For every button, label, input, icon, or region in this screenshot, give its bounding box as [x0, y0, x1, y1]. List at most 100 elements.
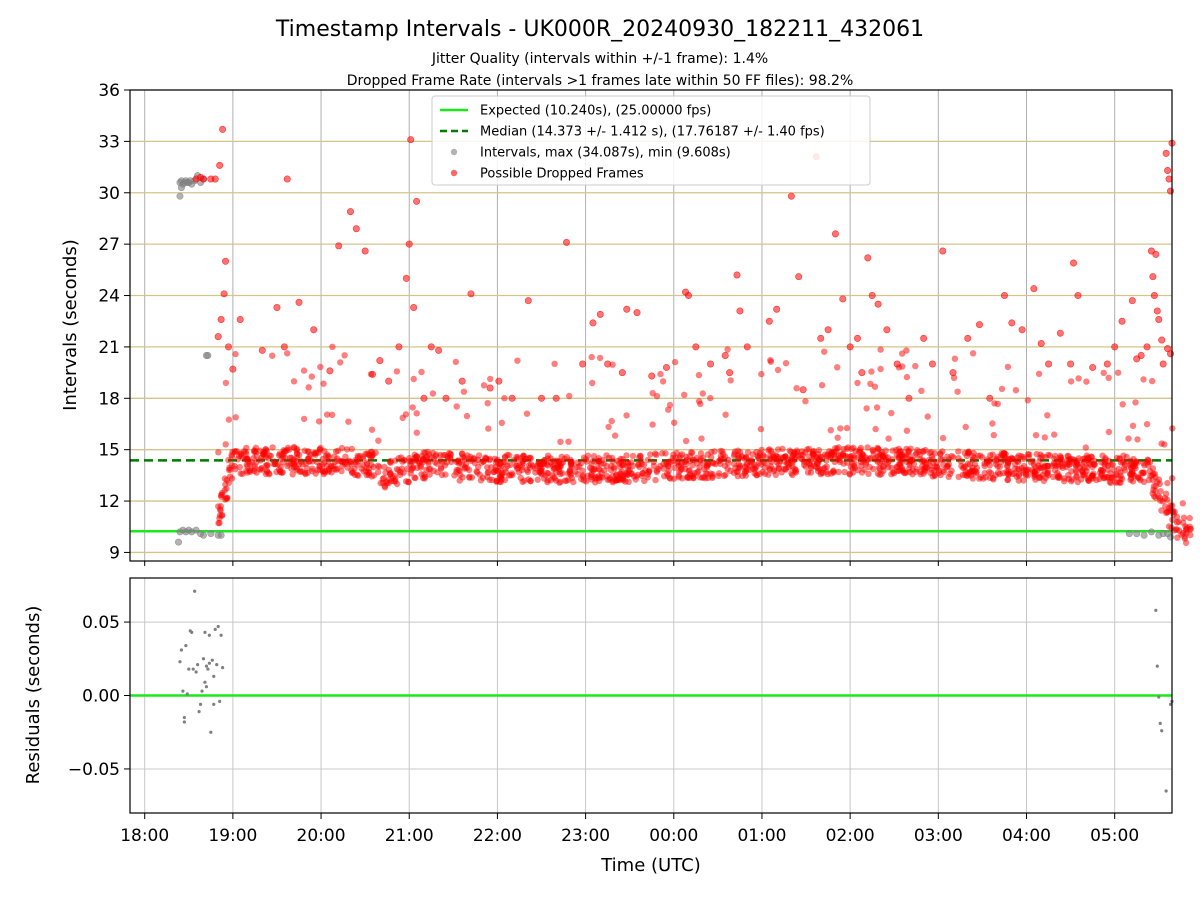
dropped-frame-point — [863, 405, 870, 412]
dropped-frame-point — [1072, 467, 1080, 474]
dropped-frame-point — [570, 478, 577, 486]
dropped-frame-point — [459, 474, 466, 481]
dropped-frame-point — [285, 460, 292, 467]
dropped-frame-point — [817, 454, 824, 461]
dropped-frame-point — [629, 452, 637, 460]
x-tick-label: 05:00 — [1090, 826, 1139, 846]
dropped-frame-point — [618, 369, 626, 377]
dropped-frame-point — [343, 446, 351, 453]
dropped-frame-point — [295, 461, 303, 468]
dropped-frame-point — [1100, 369, 1107, 377]
residual-point — [212, 702, 216, 706]
dropped-frame-point — [1186, 514, 1193, 522]
dropped-frame-point — [514, 357, 521, 364]
dropped-frame-point — [225, 416, 233, 423]
dropped-frame-point — [1123, 453, 1130, 461]
dropped-frame-point — [422, 449, 429, 456]
dropped-frame-point — [497, 460, 504, 467]
dropped-frame-point — [846, 470, 853, 477]
dropped-frame-point — [746, 466, 753, 474]
dropped-frame-point — [323, 411, 331, 418]
dropped-frame-point — [1104, 466, 1112, 473]
dropped-frame-point — [1175, 518, 1182, 525]
dropped-frame-point — [852, 447, 859, 454]
dropped-frame-point — [328, 411, 336, 418]
dropped-frame-point — [1056, 329, 1064, 337]
dropped-frame-point — [1089, 475, 1097, 482]
dropped-frame-point — [583, 478, 590, 485]
dropped-frame-point — [1132, 458, 1139, 466]
x-tick-label: 01:00 — [737, 826, 786, 846]
dropped-frame-point — [269, 352, 276, 359]
dropped-frame-point — [589, 319, 597, 327]
dropped-frame-point — [567, 459, 574, 466]
dropped-frame-point — [1117, 472, 1124, 479]
interval-point — [1167, 533, 1175, 541]
x-tick-label: 04:00 — [1002, 826, 1051, 846]
dropped-frame-point — [398, 465, 405, 472]
dropped-frame-point — [412, 474, 419, 482]
dropped-frame-point — [222, 257, 230, 265]
residual-point — [196, 663, 200, 667]
dropped-frame-point — [584, 472, 591, 480]
y-tick-label: 0.05 — [82, 613, 120, 633]
dropped-frame-point — [994, 453, 1002, 460]
dropped-frame-point — [878, 451, 886, 458]
dropped-frame-point — [817, 471, 824, 478]
dropped-frame-point — [830, 468, 837, 475]
dropped-frame-point — [231, 448, 238, 455]
dropped-frame-point — [719, 448, 726, 455]
dropped-frame-point — [267, 452, 275, 460]
dropped-frame-point — [882, 447, 889, 454]
dropped-frame-point — [721, 462, 729, 469]
dropped-frame-point — [1170, 508, 1177, 516]
dropped-frame-point — [538, 470, 545, 477]
dropped-frame-point — [1114, 369, 1122, 376]
dropped-frame-point — [905, 448, 912, 456]
dropped-frame-point — [410, 375, 417, 383]
dropped-frame-point — [1157, 488, 1164, 495]
dropped-frame-point — [754, 452, 762, 460]
dropped-frame-point — [265, 470, 272, 477]
dropped-frame-point — [947, 470, 954, 477]
dropped-frame-point — [1012, 387, 1020, 394]
dropped-frame-point — [486, 476, 493, 484]
dropped-frame-point — [623, 305, 631, 313]
residual-point — [204, 685, 209, 689]
dropped-frame-point — [324, 451, 331, 458]
residual-point — [201, 657, 206, 661]
dropped-frame-point — [843, 445, 850, 452]
dropped-frame-point — [538, 394, 546, 402]
residual-point — [178, 660, 182, 664]
dropped-frame-point — [846, 343, 854, 351]
dropped-frame-point — [795, 273, 803, 281]
dropped-frame-point — [296, 451, 303, 459]
dropped-frame-point — [215, 449, 222, 456]
dropped-frame-point — [778, 469, 785, 476]
dropped-frame-point — [376, 357, 384, 365]
dropped-frame-point — [1082, 444, 1090, 451]
dropped-frame-point — [1014, 457, 1021, 465]
dropped-frame-point — [730, 460, 738, 467]
dropped-frame-point — [739, 454, 746, 461]
dropped-frame-point — [1150, 292, 1158, 300]
dropped-frame-point — [1158, 336, 1166, 344]
intervals-axes: 9 12 15 18 21 24 27 30 33 36 — [98, 81, 1173, 566]
dropped-frame-point — [674, 459, 681, 466]
dropped-frame-point — [368, 426, 376, 433]
legend-intervals-marker — [450, 148, 458, 156]
dropped-frame-point — [402, 274, 410, 282]
dropped-frame-point — [1167, 502, 1174, 509]
dropped-frame-point — [222, 441, 229, 448]
dropped-frame-point — [395, 343, 403, 351]
dropped-frame-point — [659, 378, 667, 385]
dropped-frame-point — [977, 474, 984, 481]
dropped-frame-point — [219, 125, 227, 133]
dropped-frame-point — [991, 400, 998, 407]
dropped-frame-point — [1187, 525, 1195, 533]
dropped-frame-point — [797, 451, 805, 458]
legend-dropped-marker — [450, 169, 458, 177]
y-tick-label: 24 — [98, 287, 120, 307]
dropped-frame-point — [1162, 149, 1170, 157]
